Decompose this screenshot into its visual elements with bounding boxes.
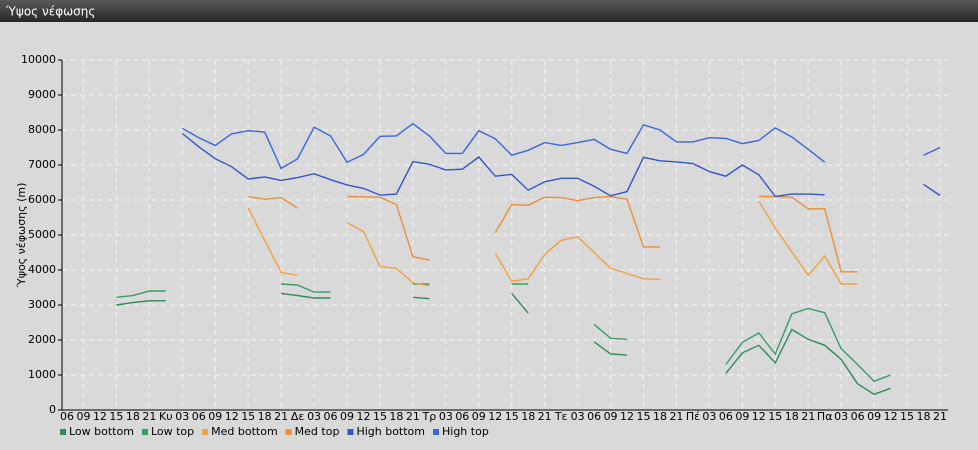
x-tick-label: Τρ xyxy=(422,410,437,423)
x-tick-label: 15 xyxy=(241,410,255,423)
legend-label: High bottom xyxy=(356,425,425,438)
x-tick-label: 21 xyxy=(933,410,947,423)
x-tick-label: 18 xyxy=(785,410,799,423)
legend-swatch xyxy=(433,429,439,435)
y-tick-label: 9000 xyxy=(28,88,56,101)
x-tick-label: 18 xyxy=(389,410,403,423)
legend-swatch xyxy=(202,429,209,435)
y-tick-label: 1000 xyxy=(28,368,56,381)
x-tick-label: 06 xyxy=(60,410,74,423)
x-tick-label: 15 xyxy=(373,410,387,423)
x-tick-label: 18 xyxy=(521,410,535,423)
x-tick-label: Τε xyxy=(554,410,568,423)
y-tick-label: 0 xyxy=(49,403,56,416)
x-tick-label: 12 xyxy=(620,410,634,423)
x-tick-label: 15 xyxy=(637,410,651,423)
legend-swatch xyxy=(141,429,148,435)
x-tick-label: Πέ xyxy=(686,410,700,423)
y-tick-label: 3000 xyxy=(28,298,56,311)
y-tick-label: 8000 xyxy=(28,123,56,136)
x-tick-label: 09 xyxy=(604,410,618,423)
x-tick-label: 09 xyxy=(76,410,90,423)
x-tick-label: 21 xyxy=(801,410,815,423)
x-tick-label: 06 xyxy=(851,410,865,423)
x-tick-label: 06 xyxy=(192,410,206,423)
x-tick-label: 18 xyxy=(258,410,272,423)
x-tick-label: Δε xyxy=(291,410,305,423)
x-tick-label: 09 xyxy=(867,410,881,423)
legend-swatch xyxy=(60,429,66,435)
x-tick-label: 09 xyxy=(340,410,354,423)
y-tick-label: 10000 xyxy=(21,53,56,66)
legend-swatch xyxy=(285,429,292,435)
legend-label: Med bottom xyxy=(211,425,278,438)
x-tick-label: 06 xyxy=(324,410,338,423)
x-tick-label: 12 xyxy=(884,410,898,423)
series-line xyxy=(116,292,891,396)
y-tick-label: 2000 xyxy=(28,333,56,346)
x-tick-label: 18 xyxy=(653,410,667,423)
series-line xyxy=(181,122,941,170)
header-title: Ύψος νέφωσης xyxy=(5,5,95,19)
y-tick-label: 7000 xyxy=(28,158,56,171)
x-tick-label: 18 xyxy=(126,410,140,423)
y-tick-label: 4000 xyxy=(28,263,56,276)
x-tick-label: 03 xyxy=(834,410,848,423)
x-tick-label: 06 xyxy=(719,410,733,423)
x-tick-label: Πα xyxy=(817,410,833,423)
y-tick-label: 6000 xyxy=(28,193,56,206)
legend-label: High top xyxy=(442,425,489,438)
x-tick-label: 09 xyxy=(208,410,222,423)
y-tick-label: 5000 xyxy=(28,228,56,241)
x-tick-label: 03 xyxy=(307,410,321,423)
x-tick-label: Κυ xyxy=(159,410,173,423)
y-axis-label: Ύψος νέφωσης (m) xyxy=(15,183,28,289)
legend-swatch xyxy=(347,429,354,435)
legend-label: Low bottom xyxy=(69,425,134,438)
x-tick-label: 15 xyxy=(505,410,519,423)
x-tick-label: 03 xyxy=(571,410,585,423)
x-tick-label: 09 xyxy=(472,410,486,423)
header-bar xyxy=(0,0,978,22)
x-tick-label: 21 xyxy=(538,410,552,423)
x-tick-label: 12 xyxy=(752,410,766,423)
legend-label: Low top xyxy=(151,425,194,438)
x-tick-label: 03 xyxy=(175,410,189,423)
x-tick-label: 03 xyxy=(439,410,453,423)
legend-label: Med top xyxy=(295,425,340,438)
x-tick-label: 18 xyxy=(917,410,931,423)
series-line xyxy=(248,195,858,273)
x-tick-label: 15 xyxy=(900,410,914,423)
x-tick-label: 21 xyxy=(669,410,683,423)
x-tick-label: 21 xyxy=(274,410,288,423)
x-tick-label: 03 xyxy=(702,410,716,423)
x-tick-label: 12 xyxy=(488,410,502,423)
x-tick-label: 12 xyxy=(93,410,107,423)
x-tick-label: 06 xyxy=(587,410,601,423)
x-tick-label: 09 xyxy=(735,410,749,423)
x-tick-label: 12 xyxy=(225,410,239,423)
x-tick-label: 06 xyxy=(455,410,469,423)
x-tick-label: 21 xyxy=(142,410,156,423)
x-tick-label: 12 xyxy=(356,410,370,423)
x-tick-label: 15 xyxy=(109,410,123,423)
x-tick-label: 21 xyxy=(406,410,420,423)
series-line xyxy=(181,132,941,198)
series-line xyxy=(247,200,858,287)
x-tick-label: 15 xyxy=(768,410,782,423)
